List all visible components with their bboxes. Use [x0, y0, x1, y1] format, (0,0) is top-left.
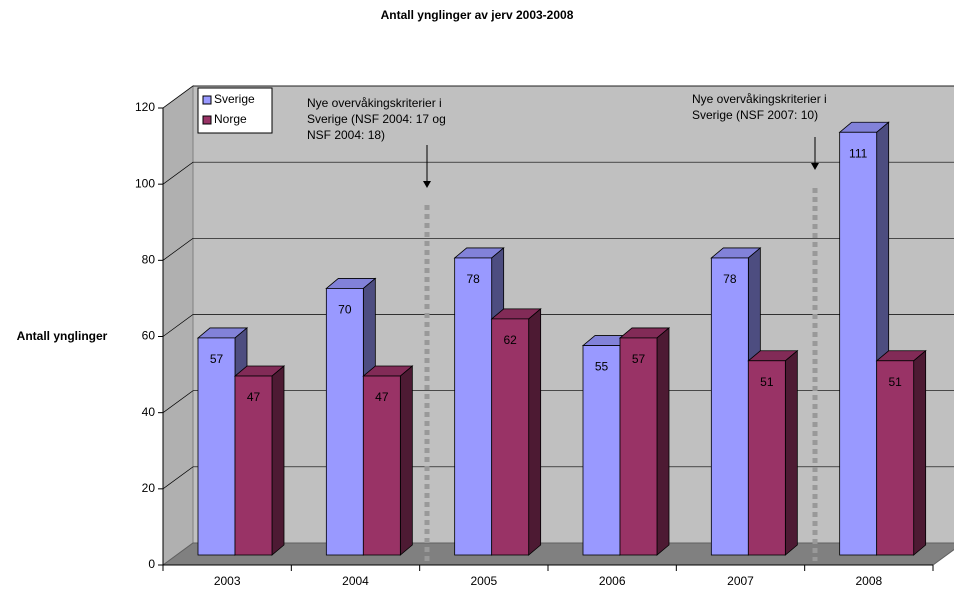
- data-label: 57: [210, 352, 224, 366]
- bar-front: [839, 131, 878, 556]
- annotation-text: NSF 2004: 18): [307, 128, 385, 142]
- x-tick-label: 2008: [855, 574, 882, 588]
- grid-line: [162, 314, 954, 337]
- bar-front: [362, 375, 401, 556]
- data-label: 62: [503, 333, 517, 347]
- y-tick-label: 100: [135, 176, 155, 190]
- y-axis-label: Antall ynglinger: [17, 329, 108, 343]
- grid-line: [162, 85, 954, 109]
- bar-front: [876, 360, 915, 556]
- data-label: 51: [888, 375, 902, 389]
- bar: [453, 247, 505, 556]
- data-label: 51: [760, 375, 774, 389]
- legend-swatch: [202, 115, 212, 125]
- arrow-head: [423, 181, 431, 188]
- annotation-text: Sverige (NSF 2007: 10): [692, 108, 818, 122]
- y-tick-label: 80: [142, 253, 156, 267]
- bar-front: [454, 257, 493, 556]
- data-label: 55: [595, 360, 609, 374]
- legend-label: Norge: [214, 112, 247, 126]
- grid-line: [162, 161, 954, 185]
- grid-line: [162, 466, 954, 490]
- bar-front: [582, 345, 621, 556]
- x-tick-label: 2003: [214, 574, 241, 588]
- bar: [747, 349, 799, 556]
- y-tick-label: 120: [135, 100, 155, 114]
- x-tick-label: 2004: [342, 574, 369, 588]
- bar-front: [234, 375, 273, 556]
- bar-side: [656, 327, 670, 556]
- bar: [618, 327, 671, 556]
- bar-side: [913, 349, 927, 556]
- y-tick-label: 20: [142, 481, 156, 495]
- data-label: 47: [247, 390, 261, 404]
- bar-front: [197, 337, 236, 556]
- bar: [875, 349, 927, 556]
- bar: [233, 365, 286, 556]
- legend-label: Sverige: [214, 92, 255, 106]
- data-label: 111: [849, 146, 868, 160]
- data-label: 78: [466, 272, 480, 286]
- grid-line: [162, 390, 954, 413]
- data-label: 70: [338, 303, 352, 317]
- y-tick-label: 60: [142, 329, 156, 343]
- annotation-text: Sverige (NSF 2004: 17 og: [307, 112, 446, 126]
- x-tick-label: 2006: [599, 574, 626, 588]
- annotation-text: Nye overvåkingskriterier i: [692, 92, 827, 106]
- bar-front: [619, 337, 658, 556]
- bar-front: [491, 318, 530, 556]
- bar-side: [399, 365, 413, 556]
- data-label: 57: [632, 352, 646, 366]
- bar-side: [271, 365, 285, 556]
- bar: [362, 365, 414, 556]
- annotation-text: Nye overvåkingskriterier i: [307, 96, 442, 110]
- bar-front: [710, 257, 749, 556]
- y-tick-label: 0: [148, 557, 155, 571]
- bar: [490, 308, 542, 556]
- bar-side: [784, 349, 798, 556]
- x-tick-label: 2007: [727, 574, 754, 588]
- grid-line: [162, 237, 954, 261]
- data-label: 78: [723, 272, 737, 286]
- data-label: 47: [375, 390, 389, 404]
- bar-front: [325, 288, 364, 556]
- bar-side: [528, 308, 542, 556]
- chart-title: Antall ynglinger av jerv 2003-2008: [381, 8, 574, 22]
- bar-front: [747, 360, 786, 556]
- x-tick-label: 2005: [470, 574, 497, 588]
- arrow-head: [811, 163, 819, 170]
- legend-swatch: [202, 95, 212, 105]
- y-tick-label: 40: [142, 405, 156, 419]
